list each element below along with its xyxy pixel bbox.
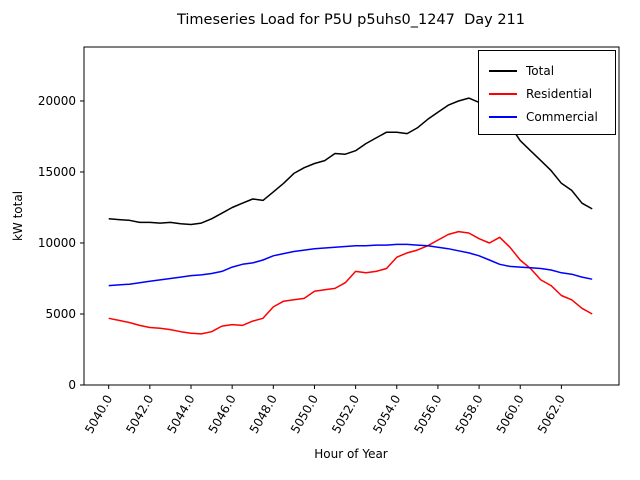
chart-title: Timeseries Load for P5U p5uhs0_1247 Day … bbox=[176, 12, 525, 28]
legend-label: Total bbox=[526, 63, 555, 78]
plot-border bbox=[83, 46, 620, 386]
x-tick-label: 5044.0 bbox=[164, 393, 197, 436]
x-tick-label: 5058.0 bbox=[453, 392, 486, 435]
legend-label: Residential bbox=[526, 86, 593, 101]
x-tick-label: 5054.0 bbox=[370, 393, 403, 436]
series-line-commercial bbox=[108, 243, 593, 287]
legend-line-sample bbox=[489, 69, 517, 72]
legend-label: Commercial bbox=[526, 109, 598, 124]
x-tick-label: 5062.0 bbox=[535, 393, 568, 436]
legend-item-residential: Residential bbox=[489, 82, 605, 105]
y-tick-label: 5000 bbox=[45, 307, 76, 321]
y-tick-label: 10000 bbox=[38, 236, 76, 250]
y-tick-label: 15000 bbox=[38, 165, 76, 179]
series-line-residential bbox=[108, 230, 593, 335]
legend: Total Residential Commercial bbox=[478, 50, 616, 135]
x-tick-label: 5048.0 bbox=[247, 393, 280, 436]
legend-line-sample bbox=[489, 92, 517, 95]
x-tick-label: 5060.0 bbox=[494, 393, 527, 436]
x-tick-label: 5040.0 bbox=[82, 393, 115, 436]
x-tick-label: 5046.0 bbox=[206, 393, 239, 436]
x-tick-label: 5052.0 bbox=[329, 393, 362, 436]
x-tick-label: 5056.0 bbox=[411, 393, 444, 436]
x-tick-label: 5050.0 bbox=[288, 393, 321, 436]
y-tick-label: 20000 bbox=[38, 94, 76, 108]
legend-item-commercial: Commercial bbox=[489, 105, 605, 128]
y-axis-label: kW total bbox=[11, 191, 25, 241]
y-tick-label: 0 bbox=[68, 378, 76, 392]
x-axis-label: Hour of Year bbox=[314, 447, 388, 461]
legend-line-sample bbox=[489, 115, 517, 118]
x-tick-label: 5042.0 bbox=[123, 393, 156, 436]
legend-item-total: Total bbox=[489, 59, 605, 82]
